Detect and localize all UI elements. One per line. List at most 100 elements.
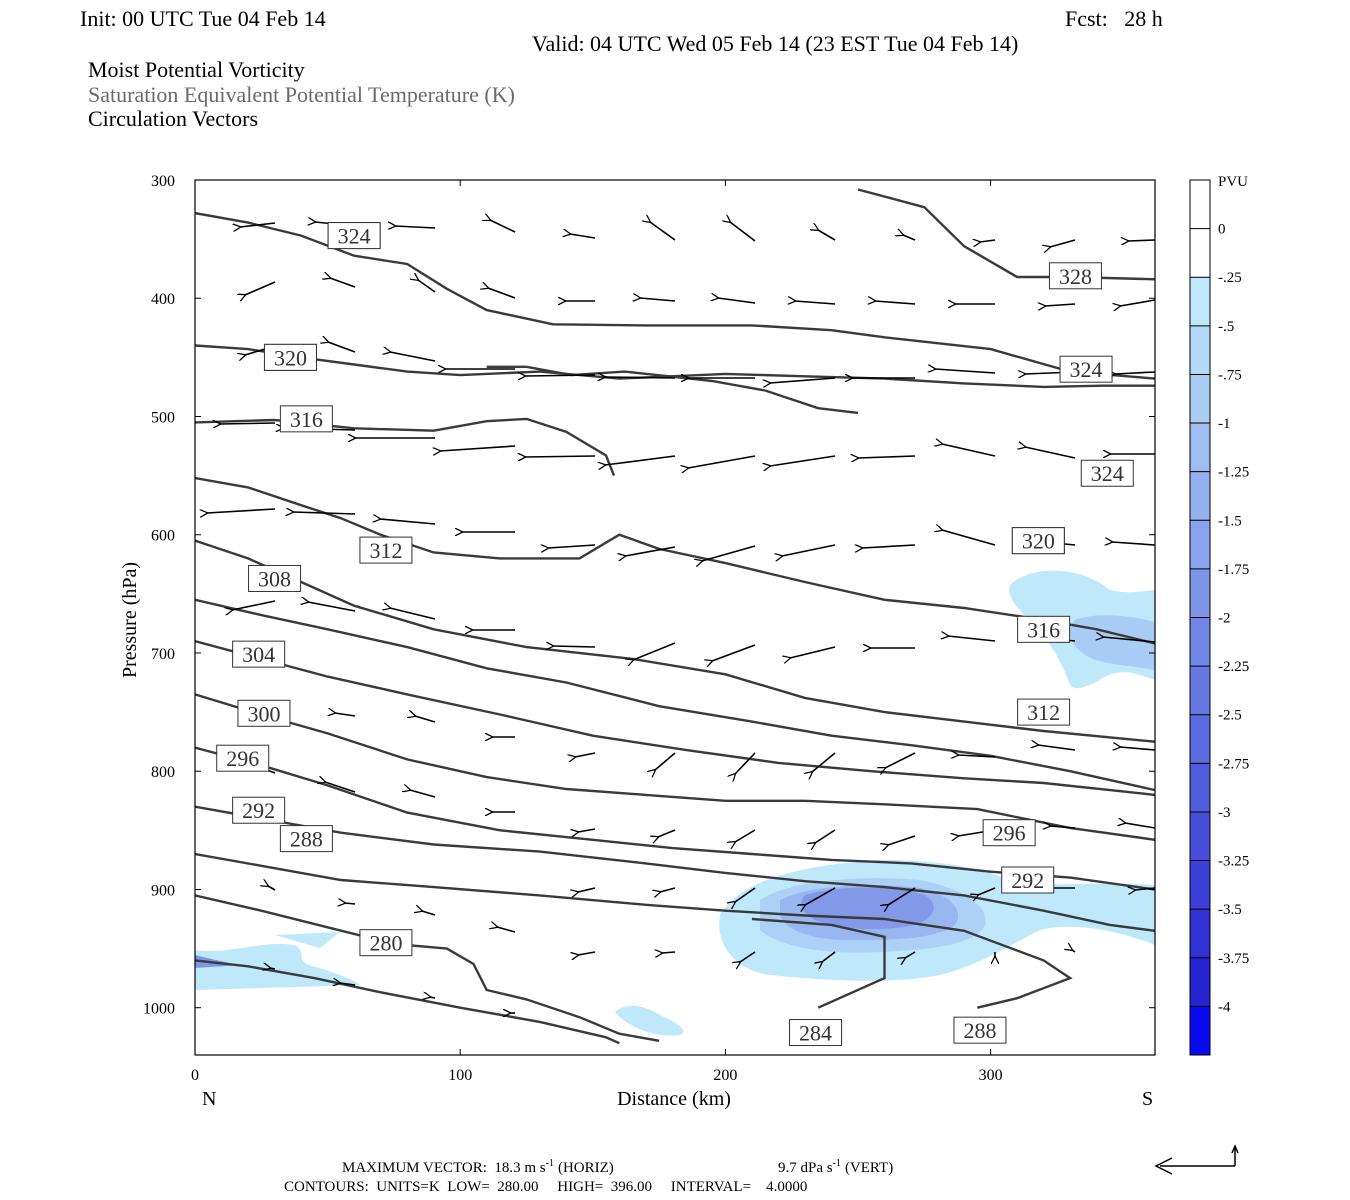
svg-text:304: 304 [242, 642, 275, 667]
svg-text:288: 288 [963, 1018, 996, 1043]
colorbar-segment [1190, 617, 1210, 667]
circulation-vector [875, 301, 916, 304]
circulation-vector [430, 997, 436, 998]
theta-contour-304 [195, 639, 1155, 797]
x-axis-title: Distance (km) [617, 1088, 731, 1110]
colorbar-label: -2.5 [1218, 708, 1242, 724]
colorbar-label: -3.75 [1218, 951, 1249, 967]
svg-text:324: 324 [1091, 461, 1124, 486]
circulation-vector [1135, 888, 1155, 890]
colorbar-label: -3.5 [1218, 902, 1242, 918]
circulation-vector [410, 790, 436, 798]
colorbar-label: -.25 [1218, 270, 1242, 286]
vert-vector-text: 9.7 dPa s-1 (VERT) [778, 1158, 893, 1176]
circulation-vector [240, 222, 276, 227]
colorbar-label: 0 [1218, 222, 1226, 238]
circulation-vector [782, 544, 836, 556]
svg-text:300: 300 [247, 701, 280, 726]
y-tick-label: 600 [151, 528, 175, 545]
circulation-vector [942, 444, 996, 457]
theta-contour-320 [195, 476, 1155, 645]
colorbar-segment [1190, 860, 1210, 910]
circulation-vector [488, 288, 516, 299]
circulation-vector [422, 911, 436, 916]
circulation-vector [440, 445, 516, 451]
circulation-vector [735, 887, 756, 902]
contour-label-304: 304 [232, 640, 286, 668]
colorbar-segment [1190, 520, 1210, 570]
svg-text:316: 316 [1027, 617, 1060, 642]
colorbar-title: PVU [1218, 174, 1248, 190]
circulation-vector [770, 455, 836, 466]
circulation-vector [1072, 950, 1076, 953]
forecast-hour: Fcst: 28 h [1065, 6, 1163, 31]
colorbar-label: -3 [1218, 805, 1231, 821]
circulation-vector [1038, 745, 1076, 751]
theta-contour-324 [486, 365, 859, 415]
theta-contour-292 [195, 805, 1155, 932]
contour-label-320: 320 [263, 343, 317, 371]
colorbar-segment [1190, 277, 1210, 327]
y-tick-label: 700 [151, 646, 175, 663]
circulation-vector [980, 240, 996, 242]
theta-contour-324 [195, 211, 1155, 380]
x-tick-label: 100 [448, 1067, 472, 1084]
circulation-vector [415, 716, 436, 723]
circulation-vector [935, 369, 996, 374]
circulation-vector [702, 545, 756, 561]
circulation-vector [818, 230, 836, 241]
y-tick-label: 1000 [143, 1001, 175, 1018]
contour-label-296: 296 [216, 744, 270, 772]
colorbar-segment [1190, 763, 1210, 813]
valid-time: Valid: 04 UTC Wed 05 Feb 14 (23 EST Tue … [532, 31, 1018, 56]
colorbar-label: -2.25 [1218, 659, 1249, 675]
max-vector-exp: -1 [546, 1158, 554, 1169]
circulation-vector [232, 600, 276, 610]
circulation-vector [390, 608, 436, 620]
circulation-vector [345, 903, 356, 904]
colorbar-segment [1190, 423, 1210, 473]
x-tick-label: 300 [979, 1067, 1003, 1084]
colorbar-segment [1190, 374, 1210, 424]
theta-contour-312 [195, 539, 1155, 743]
svg-text:324: 324 [1070, 357, 1103, 382]
circulation-vector [1045, 304, 1076, 306]
vert-label: (VERT) [845, 1160, 893, 1176]
theta-contour-320 [195, 344, 1155, 389]
circulation-vector [578, 887, 596, 892]
endpoint-north: N [202, 1088, 216, 1110]
colorbar-segment [1190, 228, 1210, 278]
colorbar-label: -.75 [1218, 367, 1242, 383]
circulation-vector [578, 951, 596, 955]
y-tick-label: 300 [151, 173, 175, 190]
colorbar-label: -.5 [1218, 319, 1234, 335]
circulation-vector [1120, 299, 1155, 306]
circulation-vector [293, 512, 356, 514]
contour-label-300: 300 [237, 699, 291, 727]
theta-contour-328 [857, 188, 1155, 281]
circulation-vector [605, 455, 676, 465]
colorbar-segment [1190, 909, 1210, 959]
svg-text:284: 284 [799, 1021, 832, 1046]
y-tick-label: 800 [151, 764, 175, 781]
theta-contour-280 [195, 959, 620, 1045]
svg-text:280: 280 [369, 931, 402, 956]
svg-text:324: 324 [338, 224, 371, 249]
colorbar-segment [1190, 180, 1210, 230]
circulation-vector [308, 602, 356, 612]
colorbar-segment [1190, 714, 1210, 764]
reference-vector-icon [1154, 1144, 1239, 1175]
y-axis-title: Pressure (hPa) [119, 562, 141, 678]
theta-contour-288 [195, 852, 1073, 1009]
svg-text:316: 316 [290, 407, 323, 432]
circulation-vector [978, 887, 996, 895]
circulation-vector [1120, 747, 1155, 750]
plot-frame [194, 179, 1156, 1056]
field-title-vectors: Circulation Vectors [88, 106, 258, 131]
colorbar-label: -4 [1218, 999, 1231, 1015]
contour-label-288: 288 [953, 1016, 1007, 1044]
svg-text:308: 308 [258, 566, 291, 591]
contour-label-316: 316 [279, 405, 333, 433]
circulation-vector [862, 545, 916, 548]
theta-contour-284 [195, 894, 660, 1042]
